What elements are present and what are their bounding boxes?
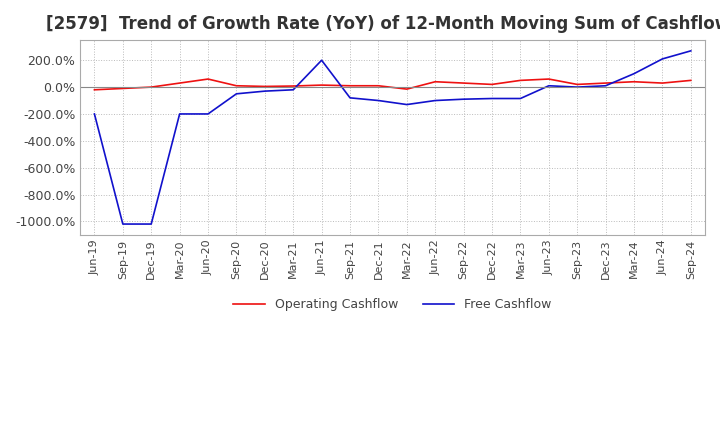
- Free Cashflow: [346, 95, 354, 100]
- Free Cashflow: [318, 58, 326, 63]
- Operating Cashflow: [630, 79, 639, 84]
- Operating Cashflow: [318, 82, 326, 88]
- Free Cashflow: [487, 96, 496, 101]
- Free Cashflow: [175, 111, 184, 117]
- Operating Cashflow: [544, 77, 553, 82]
- Operating Cashflow: [261, 84, 269, 89]
- Free Cashflow: [147, 221, 156, 227]
- Operating Cashflow: [346, 83, 354, 88]
- Operating Cashflow: [204, 77, 212, 82]
- Operating Cashflow: [487, 82, 496, 87]
- Free Cashflow: [573, 84, 582, 90]
- Operating Cashflow: [516, 78, 525, 83]
- Free Cashflow: [204, 111, 212, 117]
- Line: Operating Cashflow: Operating Cashflow: [94, 79, 690, 90]
- Operating Cashflow: [573, 82, 582, 87]
- Free Cashflow: [459, 96, 468, 102]
- Free Cashflow: [516, 96, 525, 101]
- Free Cashflow: [374, 98, 383, 103]
- Title: [2579]  Trend of Growth Rate (YoY) of 12-Month Moving Sum of Cashflows: [2579] Trend of Growth Rate (YoY) of 12-…: [45, 15, 720, 33]
- Free Cashflow: [402, 102, 411, 107]
- Operating Cashflow: [232, 83, 240, 88]
- Operating Cashflow: [374, 83, 383, 88]
- Free Cashflow: [601, 83, 610, 88]
- Legend: Operating Cashflow, Free Cashflow: Operating Cashflow, Free Cashflow: [228, 293, 557, 316]
- Free Cashflow: [119, 221, 127, 227]
- Operating Cashflow: [459, 81, 468, 86]
- Free Cashflow: [686, 48, 695, 54]
- Free Cashflow: [630, 71, 639, 76]
- Free Cashflow: [232, 91, 240, 96]
- Operating Cashflow: [601, 81, 610, 86]
- Operating Cashflow: [686, 78, 695, 83]
- Free Cashflow: [289, 87, 297, 92]
- Free Cashflow: [544, 83, 553, 88]
- Operating Cashflow: [90, 87, 99, 92]
- Operating Cashflow: [658, 81, 667, 86]
- Operating Cashflow: [175, 81, 184, 86]
- Free Cashflow: [658, 56, 667, 62]
- Operating Cashflow: [431, 79, 439, 84]
- Operating Cashflow: [119, 86, 127, 91]
- Operating Cashflow: [147, 84, 156, 90]
- Line: Free Cashflow: Free Cashflow: [94, 51, 690, 224]
- Operating Cashflow: [289, 84, 297, 89]
- Free Cashflow: [261, 88, 269, 94]
- Free Cashflow: [431, 98, 439, 103]
- Operating Cashflow: [402, 87, 411, 92]
- Free Cashflow: [90, 111, 99, 117]
